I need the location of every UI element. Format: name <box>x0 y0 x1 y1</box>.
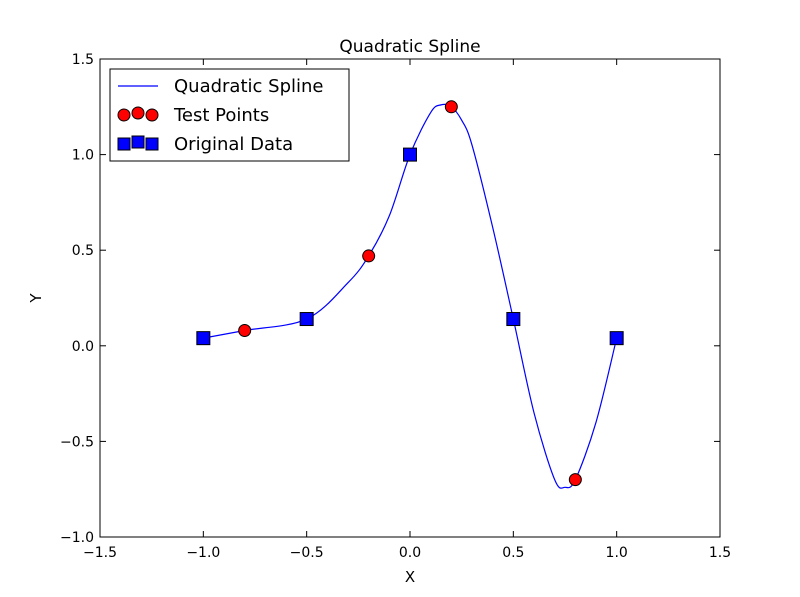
x-axis-label: X <box>405 568 415 586</box>
legend-circle-swatch <box>145 108 159 122</box>
legend-square-swatch <box>145 137 159 151</box>
x-tick-label: −1.5 <box>83 545 117 561</box>
original-data-point <box>196 331 211 346</box>
test-point <box>362 249 376 263</box>
chart-title: Quadratic Spline <box>339 37 480 57</box>
original-data-point <box>506 312 521 327</box>
x-tick-label: 1.0 <box>606 545 628 561</box>
original-data-point <box>609 331 624 346</box>
legend: Quadratic Spline Test Points Original Data <box>109 68 350 162</box>
test-point <box>444 100 458 114</box>
test-point <box>568 473 582 487</box>
original-data-point <box>299 312 314 327</box>
y-tick-label: 0.0 <box>72 339 94 355</box>
legend-square-swatch <box>131 135 145 149</box>
y-tick-label: −0.5 <box>60 434 94 450</box>
x-tick-label: −1.0 <box>186 545 220 561</box>
test-point <box>238 324 252 338</box>
legend-circle-swatch <box>131 106 145 120</box>
y-tick-label: 1.5 <box>72 52 94 68</box>
y-tick-label: −1.0 <box>60 530 94 546</box>
legend-label: Test Points <box>173 105 269 126</box>
y-tick-label: 1.0 <box>72 148 94 164</box>
data-layer <box>196 100 624 489</box>
x-tick-label: 1.5 <box>709 545 731 561</box>
x-tick-label: −0.5 <box>290 545 324 561</box>
original-data-point <box>403 147 417 162</box>
x-tick-label: 0.5 <box>502 545 524 561</box>
legend-circle-swatch <box>117 108 131 122</box>
spline-line <box>203 103 618 489</box>
legend-label: Quadratic Spline <box>174 76 323 97</box>
legend-square-swatch <box>117 137 131 151</box>
legend-label: Original Data <box>174 134 293 155</box>
x-tick-label: 0.0 <box>399 545 421 561</box>
y-axis-label: Y <box>27 293 45 304</box>
axis-ticks: −1.5 −1.0 −0.5 0.0 0.5 1.0 1.5−1.0−0.50.00.51.… <box>60 52 731 561</box>
y-tick-label: 0.5 <box>72 243 94 259</box>
plot-frame <box>99 58 721 538</box>
